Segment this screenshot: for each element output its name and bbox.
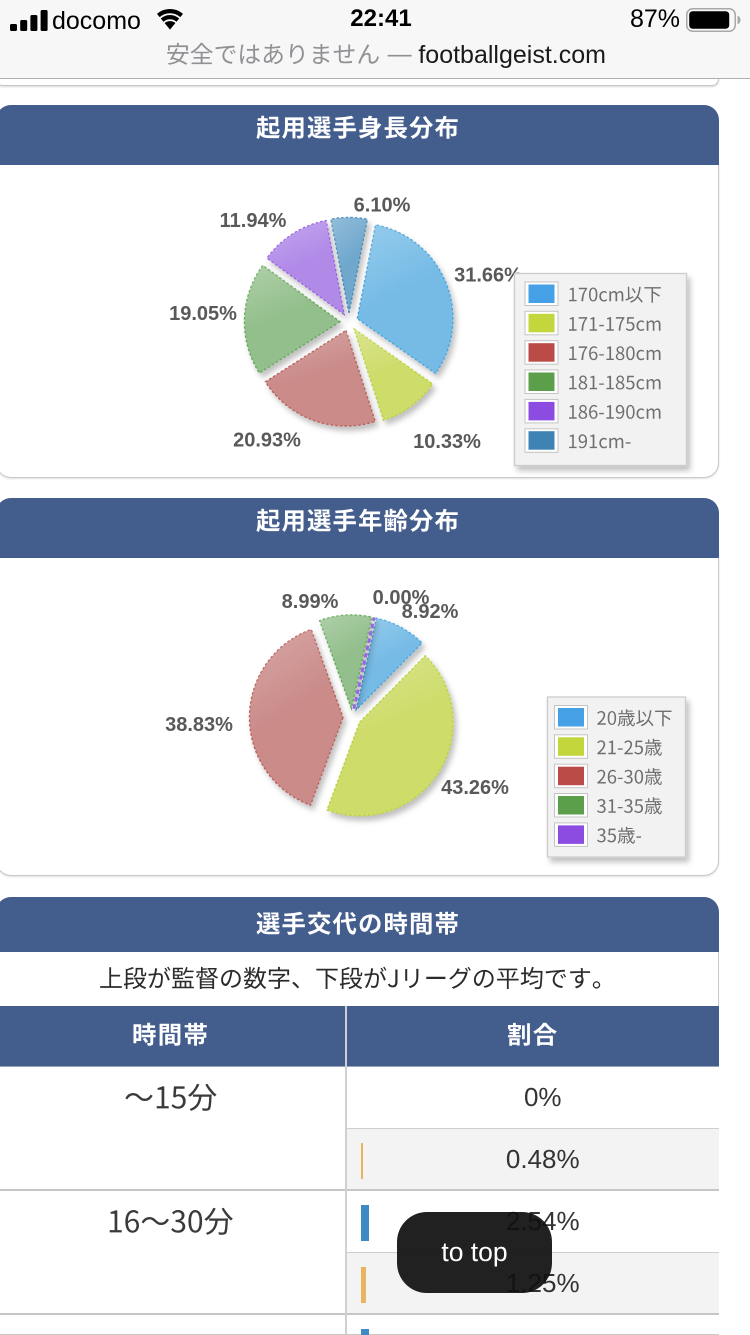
svg-text:43.26%: 43.26% [441,777,509,799]
svg-text:8.99%: 8.99% [282,591,339,613]
svg-text:31.66%: 31.66% [454,265,522,287]
svg-text:20.93%: 20.93% [233,430,301,452]
svg-text:0.00%: 0.00% [373,587,430,609]
svg-text:10.33%: 10.33% [413,431,481,453]
svg-text:8.92%: 8.92% [402,601,459,623]
svg-text:11.94%: 11.94% [220,210,287,232]
svg-text:19.05%: 19.05% [169,303,237,325]
svg-text:38.83%: 38.83% [165,714,233,736]
svg-text:6.10%: 6.10% [354,195,411,217]
